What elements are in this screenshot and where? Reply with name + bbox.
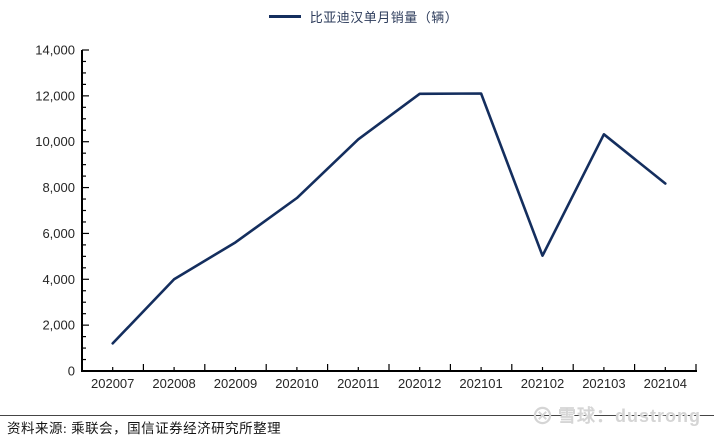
legend-line-swatch <box>268 14 301 18</box>
chart-legend: 比亚迪汉单月销量（辆） <box>0 7 727 25</box>
x-tick-label: 202010 <box>275 376 318 391</box>
x-axis-ticks <box>81 364 697 371</box>
y-tick-label: 4,000 <box>42 272 75 287</box>
x-tick-label: 202103 <box>582 376 625 391</box>
x-tick-label: 202007 <box>91 376 134 391</box>
y-tick-label: 0 <box>68 364 75 379</box>
y-tick-label: 14,000 <box>35 43 75 58</box>
watermark: 雪球：dustrong <box>533 402 701 428</box>
y-tick-label: 12,000 <box>35 88 75 103</box>
y-tick-label: 6,000 <box>42 226 75 241</box>
x-tick-label: 202101 <box>459 376 502 391</box>
y-tick-label: 2,000 <box>42 318 75 333</box>
source-text: 资料来源: 乘联会，国信证券经济研究所整理 <box>7 421 282 436</box>
x-tick-label: 202009 <box>214 376 257 391</box>
footer-divider <box>0 415 714 416</box>
x-tick-label: 202012 <box>398 376 441 391</box>
x-tick-label: 202008 <box>152 376 195 391</box>
watermark-text: 雪球：dustrong <box>558 406 701 426</box>
y-tick-label: 10,000 <box>35 134 75 149</box>
x-tick-label: 202011 <box>337 376 379 391</box>
y-axis-ticks <box>82 49 89 372</box>
legend-label: 比亚迪汉单月销量（辆） <box>309 9 459 25</box>
xueqiu-logo-icon <box>533 406 552 424</box>
y-tick-label: 8,000 <box>42 180 75 195</box>
x-tick-label: 202104 <box>644 376 687 391</box>
series-line <box>111 92 667 345</box>
x-tick-label: 202102 <box>521 376 564 391</box>
